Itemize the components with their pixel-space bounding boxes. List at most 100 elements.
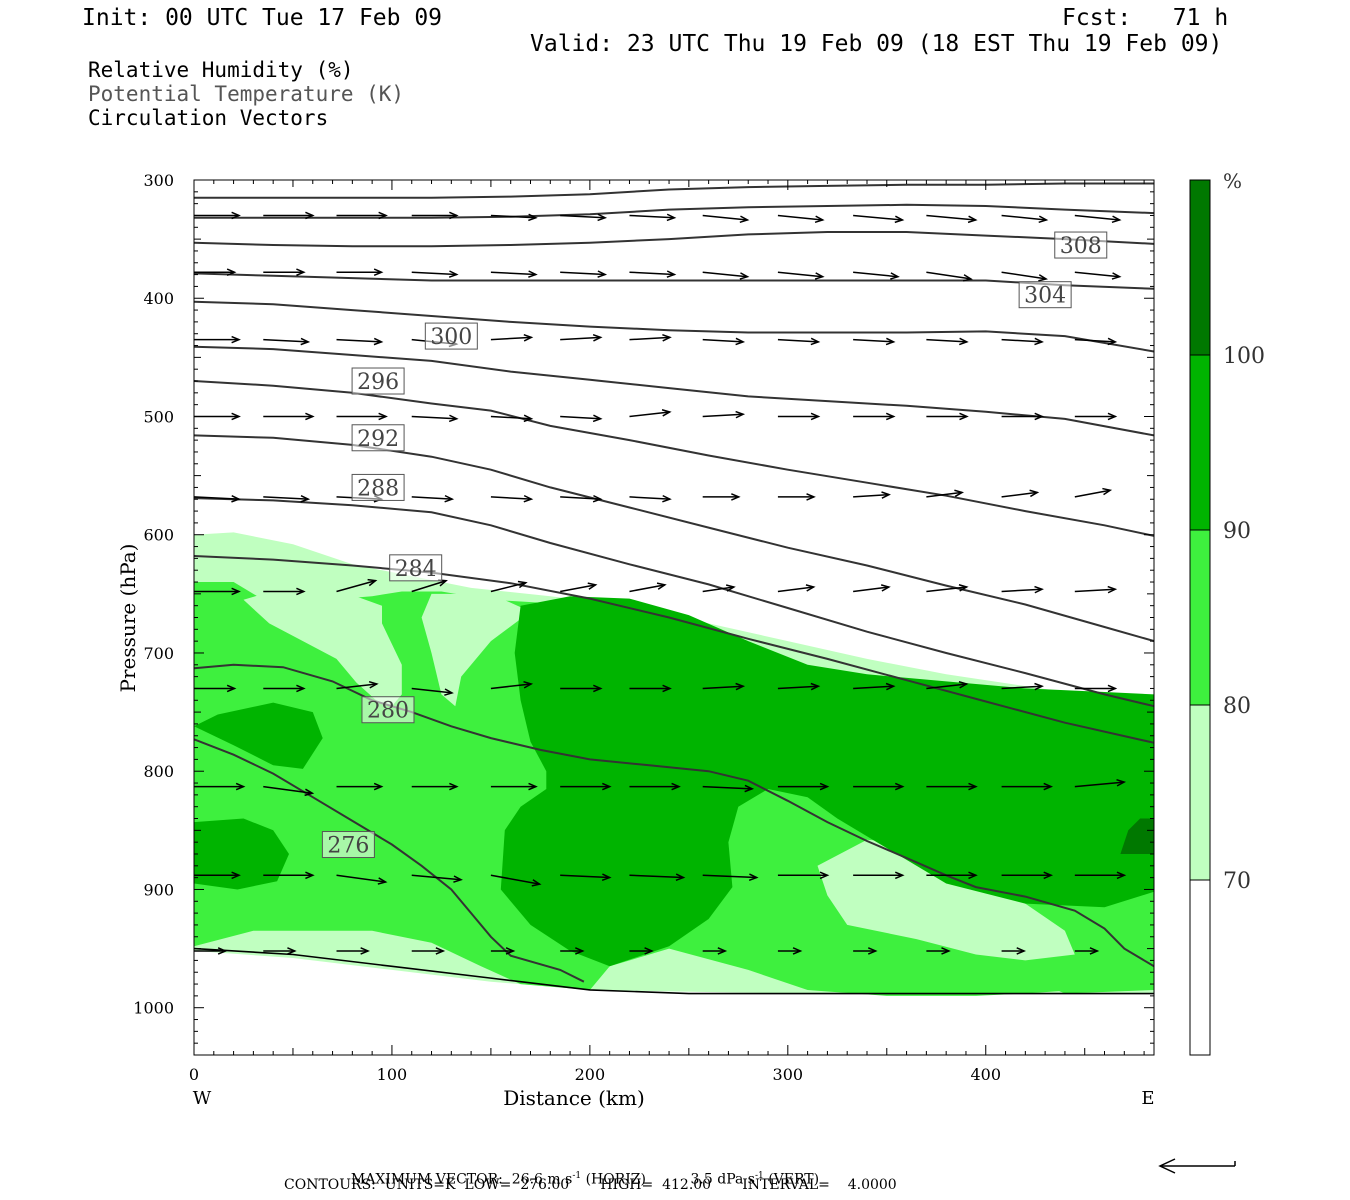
theta-contour-276: [194, 738, 585, 983]
colorbar-frame: [1189, 179, 1211, 1056]
horiz-value: 26.6 m s: [511, 1171, 573, 1188]
circulation-vector: [629, 213, 677, 222]
circulation-vector: [1001, 782, 1054, 791]
circulation-vector: [926, 947, 951, 955]
theta-contour-304: [194, 300, 1154, 353]
rh-fill-90-100-6: [194, 702, 323, 769]
theta-label-284: 284: [389, 554, 443, 582]
colorbar-unit: %: [1223, 169, 1242, 193]
theta-contour-296: [194, 380, 1154, 537]
circulation-vector: [853, 682, 896, 691]
circulation-vector: [629, 782, 681, 791]
forecast-hour: Fcst: 71 h: [1062, 5, 1229, 31]
y-tick-label: 400: [143, 289, 174, 308]
legend-vectors: Circulation Vectors: [88, 106, 329, 130]
theta-contour-upper-10: [194, 203, 1154, 219]
circulation-vector: [560, 947, 585, 955]
circulation-vector: [411, 494, 455, 503]
circulation-vector: [629, 582, 667, 593]
circulation-vector: [411, 687, 454, 696]
circulation-vector: [194, 268, 237, 277]
colorbar-label: 100: [1223, 344, 1265, 369]
circulation-vector: [336, 578, 378, 593]
circulation-vector: [926, 584, 969, 593]
svg-text:276: 276: [327, 834, 369, 859]
theta-label-280: 280: [361, 696, 415, 724]
vert-exponent: -1: [754, 1171, 764, 1181]
circulation-vector: [490, 333, 534, 342]
colorbar-label: 90: [1223, 519, 1251, 544]
svg-text:292: 292: [357, 427, 399, 452]
valid-time: Valid: 23 UTC Thu 19 Feb 09 (18 EST Thu …: [530, 31, 1223, 57]
y-axis-title: Pressure (hPa): [116, 544, 140, 693]
circulation-vector: [1001, 585, 1044, 594]
reference-vector-icon: [1158, 1158, 1236, 1174]
circulation-vector: [560, 684, 603, 693]
theta-label-304: 304: [1018, 281, 1072, 309]
circulation-vector: [629, 333, 672, 342]
circulation-vector: [926, 871, 978, 880]
x-tick-label: 0: [189, 1065, 199, 1084]
circulation-vector: [490, 874, 542, 887]
circulation-vector: [1074, 487, 1113, 498]
circulation-vector: [490, 414, 534, 423]
colorbar-label: 80: [1223, 694, 1251, 719]
circulation-vector: [853, 871, 905, 880]
theta-label-300: 300: [424, 322, 478, 350]
circulation-vector: [1001, 682, 1044, 691]
svg-text:304: 304: [1024, 284, 1066, 309]
circulation-vector: [1001, 214, 1049, 224]
rh-fill-70-80-2: [243, 587, 402, 707]
legend-theta: Potential Temperature (K): [88, 82, 405, 106]
theta-label-276: 276: [321, 831, 375, 859]
init-time: Init: 00 UTC Tue 17 Feb 09: [82, 5, 443, 31]
circulation-vector: [194, 947, 228, 955]
circulation-vector: [926, 680, 969, 690]
svg-text:284: 284: [395, 557, 437, 582]
circulation-vector: [777, 337, 821, 346]
circulation-vector: [702, 214, 750, 224]
circulation-vector: [1074, 778, 1127, 788]
circulation-vector: [702, 271, 750, 280]
circulation-vector: [629, 270, 677, 278]
circulation-vector: [411, 874, 463, 883]
circulation-vector: [490, 270, 538, 278]
colorbar-swatch-80: [1190, 530, 1210, 705]
x-end-label-west: W: [193, 1088, 212, 1109]
horiz-tag: (HORIZ): [585, 1171, 646, 1188]
svg-text:288: 288: [357, 476, 399, 501]
svg-text:296: 296: [357, 370, 399, 395]
circulation-vector: [490, 680, 534, 690]
circulation-vector: [777, 584, 816, 593]
circulation-vector: [777, 871, 830, 880]
circulation-vector: [263, 785, 315, 797]
circulation-vector: [853, 782, 905, 791]
circulation-vector: [1074, 585, 1118, 594]
vert-tag: (VERT): [768, 1171, 820, 1188]
rh-fill-100-8: [1120, 818, 1154, 854]
circulation-vector: [560, 270, 608, 278]
circulation-vector: [1074, 871, 1127, 880]
circulation-vector: [336, 211, 388, 220]
rh-fill-70-80-3: [421, 593, 531, 707]
x-tick-label: 200: [575, 1065, 606, 1084]
circulation-vector: [263, 871, 315, 880]
circulation-vector: [490, 947, 516, 955]
circulation-vector: [194, 684, 237, 693]
circulation-vector: [263, 494, 311, 503]
circulation-vector: [1074, 947, 1100, 955]
circulation-vector: [702, 873, 759, 882]
theta-contour-284: [194, 555, 1154, 744]
circulation-vector: [629, 409, 672, 418]
circulation-vector: [702, 584, 736, 593]
y-tick-label: 500: [143, 407, 174, 426]
circulation-vector: [629, 684, 672, 693]
circulation-vector: [926, 271, 973, 282]
circulation-vector: [336, 337, 384, 346]
circulation-vector: [702, 337, 746, 346]
circulation-vector: [777, 271, 825, 280]
y-tick-label: 900: [143, 880, 174, 899]
circulation-vector: [560, 333, 603, 342]
circulation-vector: [560, 582, 598, 593]
x-axis-title: Distance (km): [503, 1086, 645, 1110]
